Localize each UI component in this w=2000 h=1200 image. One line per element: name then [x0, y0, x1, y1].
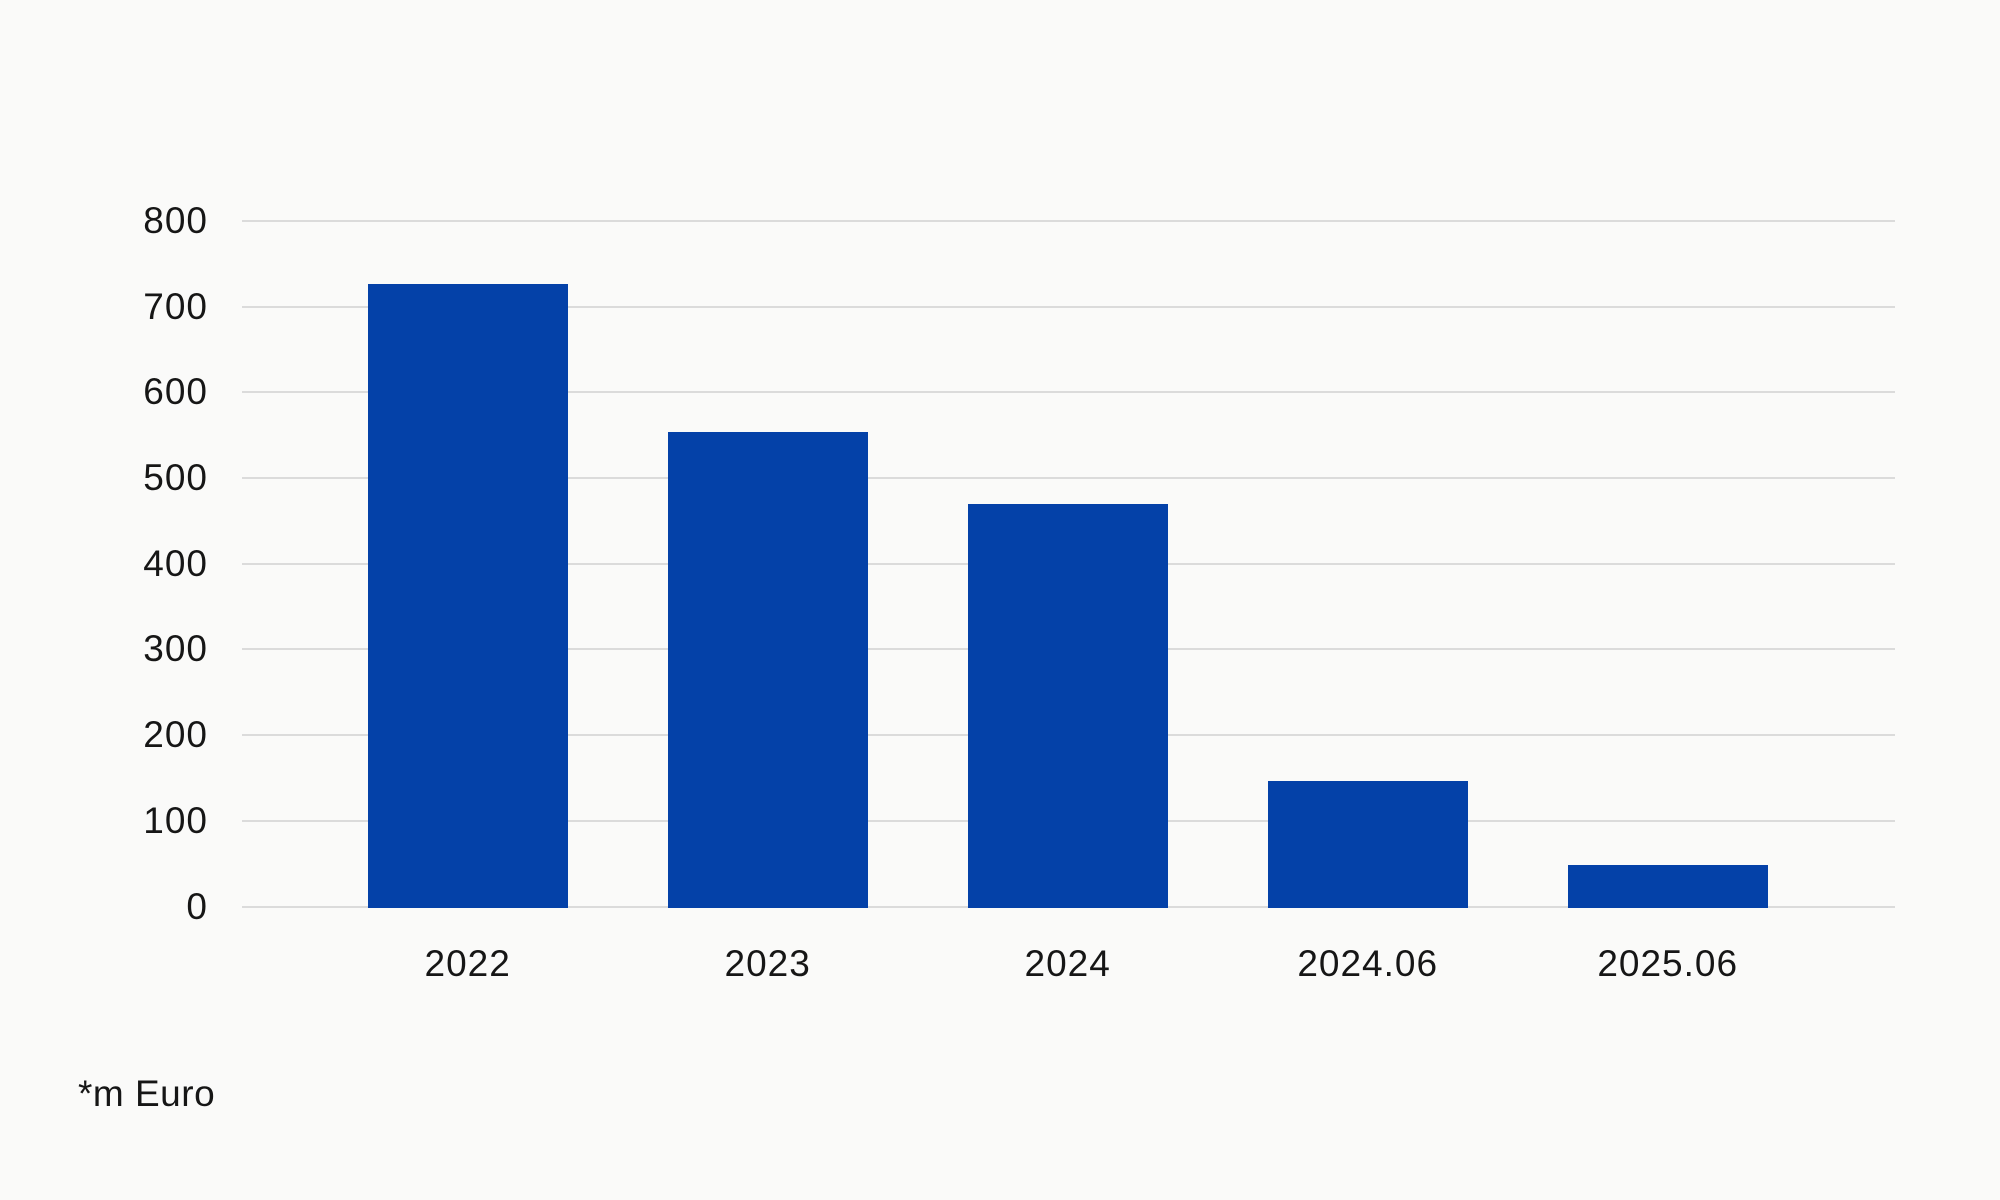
- x-tick-label-2024.06: 2024.06: [1297, 943, 1439, 984]
- x-tick-label-2023: 2023: [724, 943, 811, 984]
- x-tick-label-2022: 2022: [424, 943, 511, 984]
- gridline-700: [242, 305, 1895, 308]
- y-tick-label-600: 600: [143, 371, 208, 413]
- x-tick-label-2024: 2024: [1024, 943, 1111, 984]
- y-tick-label-0: 0: [186, 885, 208, 927]
- y-tick-label-500: 500: [143, 457, 208, 499]
- bar-2025.06: [1567, 865, 1768, 909]
- bar-2024.06: [1267, 780, 1468, 909]
- y-tick-label-300: 300: [143, 628, 208, 670]
- bar-2023: [667, 431, 868, 909]
- bar-2024: [967, 503, 1168, 909]
- bar-2022: [367, 283, 568, 909]
- chart-footnote: *m Euro: [78, 1073, 216, 1114]
- y-tick-label-200: 200: [143, 714, 208, 756]
- gridline-600: [242, 391, 1895, 394]
- y-tick-label-400: 400: [143, 542, 208, 584]
- y-tick-label-100: 100: [143, 799, 208, 841]
- x-tick-label-2025.06: 2025.06: [1597, 943, 1739, 984]
- y-tick-label-800: 800: [143, 200, 208, 241]
- y-tick-label-700: 700: [143, 285, 208, 327]
- gridline-500: [242, 477, 1895, 480]
- gridline-800: [242, 220, 1895, 222]
